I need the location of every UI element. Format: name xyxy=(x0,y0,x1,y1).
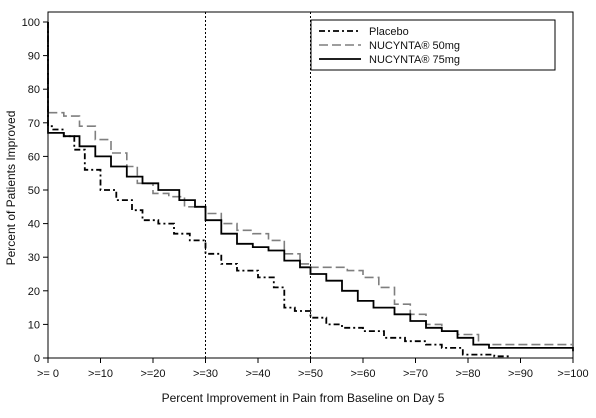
x-tick-label: >=70 xyxy=(403,368,428,380)
x-tick-label: >=60 xyxy=(350,368,375,380)
legend-label: NUCYNTA® 50mg xyxy=(369,40,460,52)
legend-label: Placebo xyxy=(369,26,409,38)
y-tick-label: 50 xyxy=(28,185,40,197)
reference-lines-layer xyxy=(205,12,311,358)
y-tick-label: 0 xyxy=(34,353,40,365)
x-tick-label: >=90 xyxy=(508,368,533,380)
series-line-placebo xyxy=(47,22,510,358)
y-tick-label: 90 xyxy=(28,51,40,63)
y-tick-label: 10 xyxy=(28,319,40,331)
y-tick-label: 80 xyxy=(28,84,40,96)
series-layer xyxy=(47,22,574,358)
y-tick-label: 20 xyxy=(28,286,40,298)
x-tick-label: >=100 xyxy=(557,368,588,380)
legend-label: NUCYNTA® 75mg xyxy=(369,54,460,66)
y-tick-label: 100 xyxy=(22,17,40,29)
x-tick-label: >=80 xyxy=(455,368,480,380)
y-tick-label: 60 xyxy=(28,151,40,163)
ticks-layer: >= 0 >=10 >=20 >=30 >=40 >=50 >=60 >=70 >=80 >=90… xyxy=(22,17,589,380)
y-tick-label: 30 xyxy=(28,252,40,264)
legend: Placebo NUCYNTA® 50mg NUCYNTA® 75mg xyxy=(310,19,556,71)
series-line-nucynta-75mg xyxy=(47,22,574,352)
y-tick-label: 70 xyxy=(28,118,40,130)
x-axis-title: Percent Improvement in Pain from Baselin… xyxy=(162,391,445,405)
x-tick-label: >=30 xyxy=(193,368,218,380)
x-tick-label: >=50 xyxy=(298,368,323,380)
x-tick-label: >=40 xyxy=(245,368,270,380)
y-axis-title: Percent of Patients Improved xyxy=(4,111,18,266)
legend-box xyxy=(310,19,556,71)
x-tick-label: >=10 xyxy=(88,368,113,380)
x-tick-label: >=20 xyxy=(140,368,165,380)
y-tick-label: 40 xyxy=(28,219,40,231)
x-tick-label: >= 0 xyxy=(37,368,59,380)
